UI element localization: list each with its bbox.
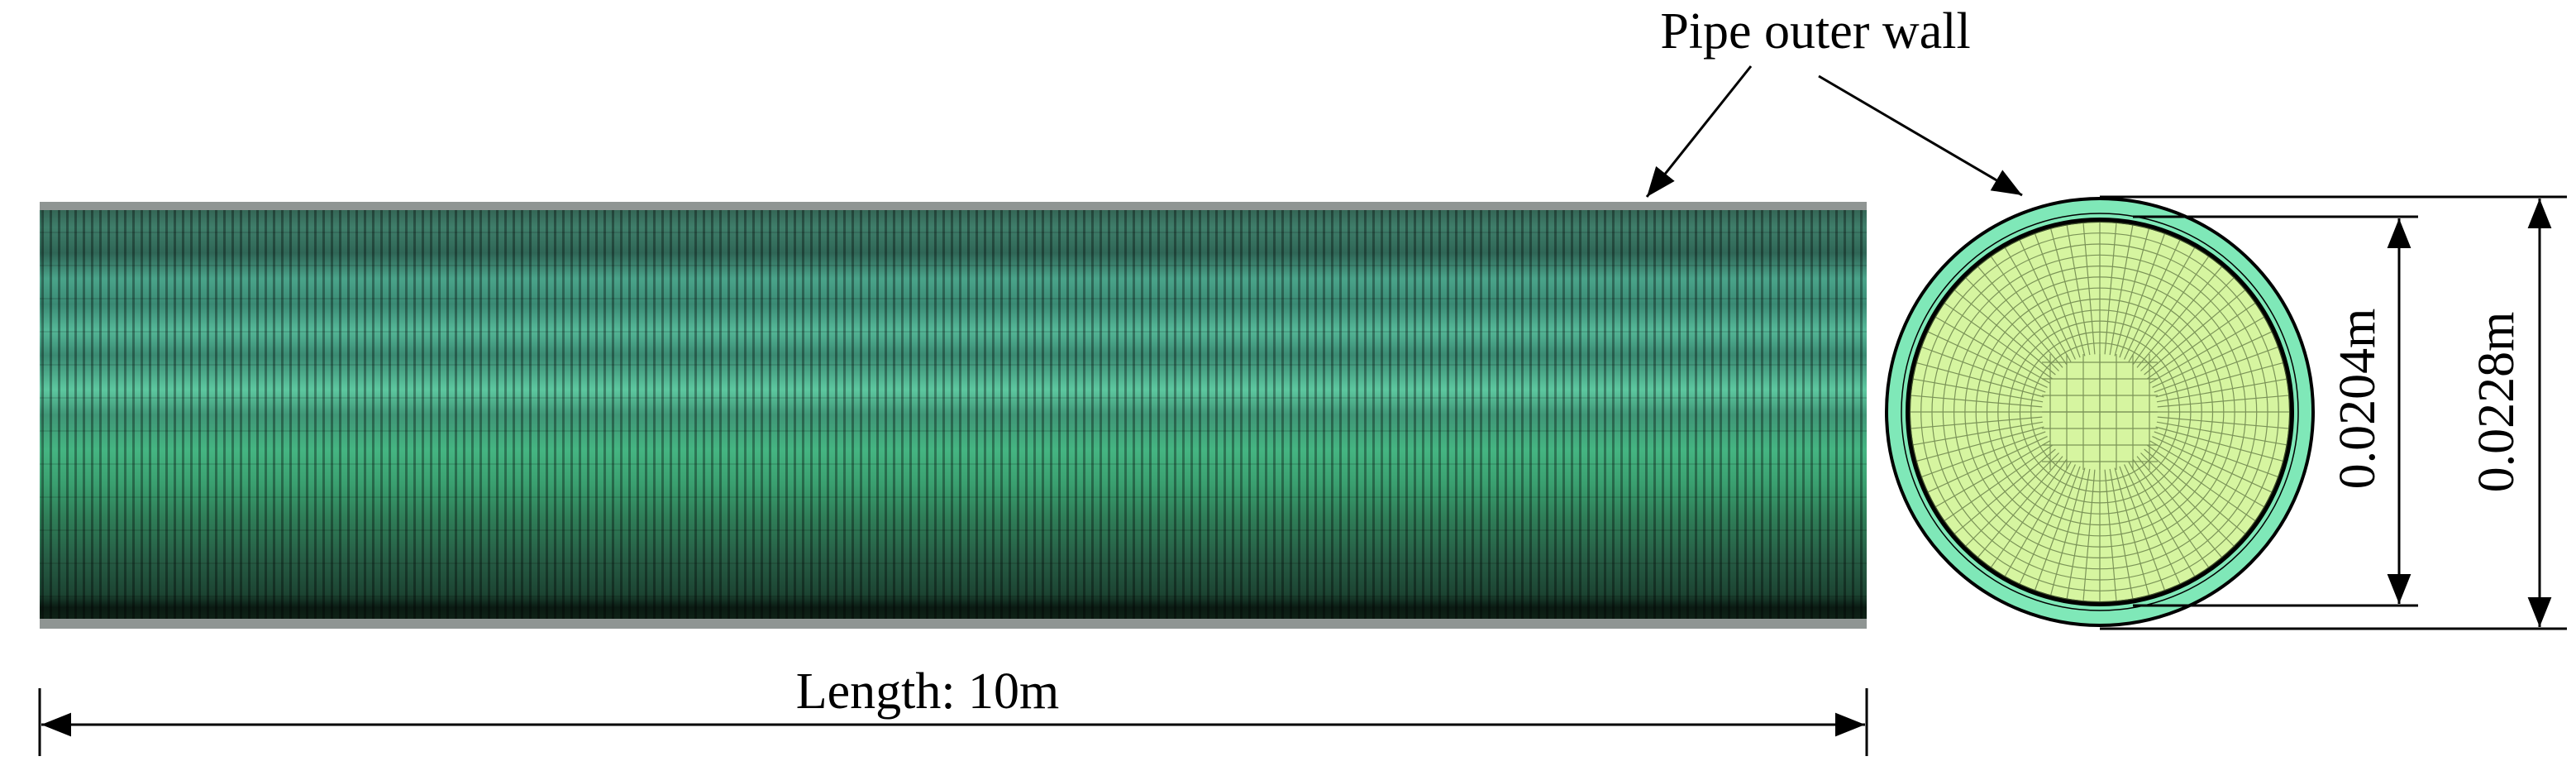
inner-dimension: 0.0204m — [2133, 215, 2418, 607]
mesh-line — [2008, 320, 2192, 504]
pipe-wall-bottom — [40, 619, 1867, 629]
wall-arrow — [1818, 74, 2023, 197]
wall-arrow — [1645, 65, 1753, 198]
pipe-mesh — [40, 202, 1867, 629]
mesh-line — [1953, 266, 2247, 558]
wall-label: Pipe outer wall — [1660, 3, 1970, 60]
mesh-line — [1986, 298, 2214, 526]
core-mesh — [1909, 221, 2291, 603]
mesh-line — [1997, 309, 2202, 515]
ring-mesh — [1901, 213, 2299, 611]
inner-diameter-label: 0.0204m — [2330, 309, 2386, 490]
mesh-line — [1942, 254, 2258, 570]
pipe-wall-top — [40, 202, 1867, 210]
outer-diameter-label: 0.0228m — [2469, 312, 2525, 493]
mesh-line — [1931, 243, 2268, 581]
pipe-side-view — [40, 202, 1867, 629]
outer-dimension: 0.0228m — [2100, 195, 2567, 630]
length-label: Length: 10m — [796, 663, 1060, 720]
mesh-line — [2030, 342, 2169, 481]
pipe-cross-section — [1885, 197, 2315, 627]
mesh-line — [1975, 287, 2225, 537]
mesh-line — [1920, 232, 2279, 591]
mesh-line — [2019, 331, 2181, 493]
mesh-line — [1964, 276, 2235, 548]
length-dimension: Length: 10m — [38, 663, 1868, 756]
mesh-line — [1909, 221, 2291, 603]
